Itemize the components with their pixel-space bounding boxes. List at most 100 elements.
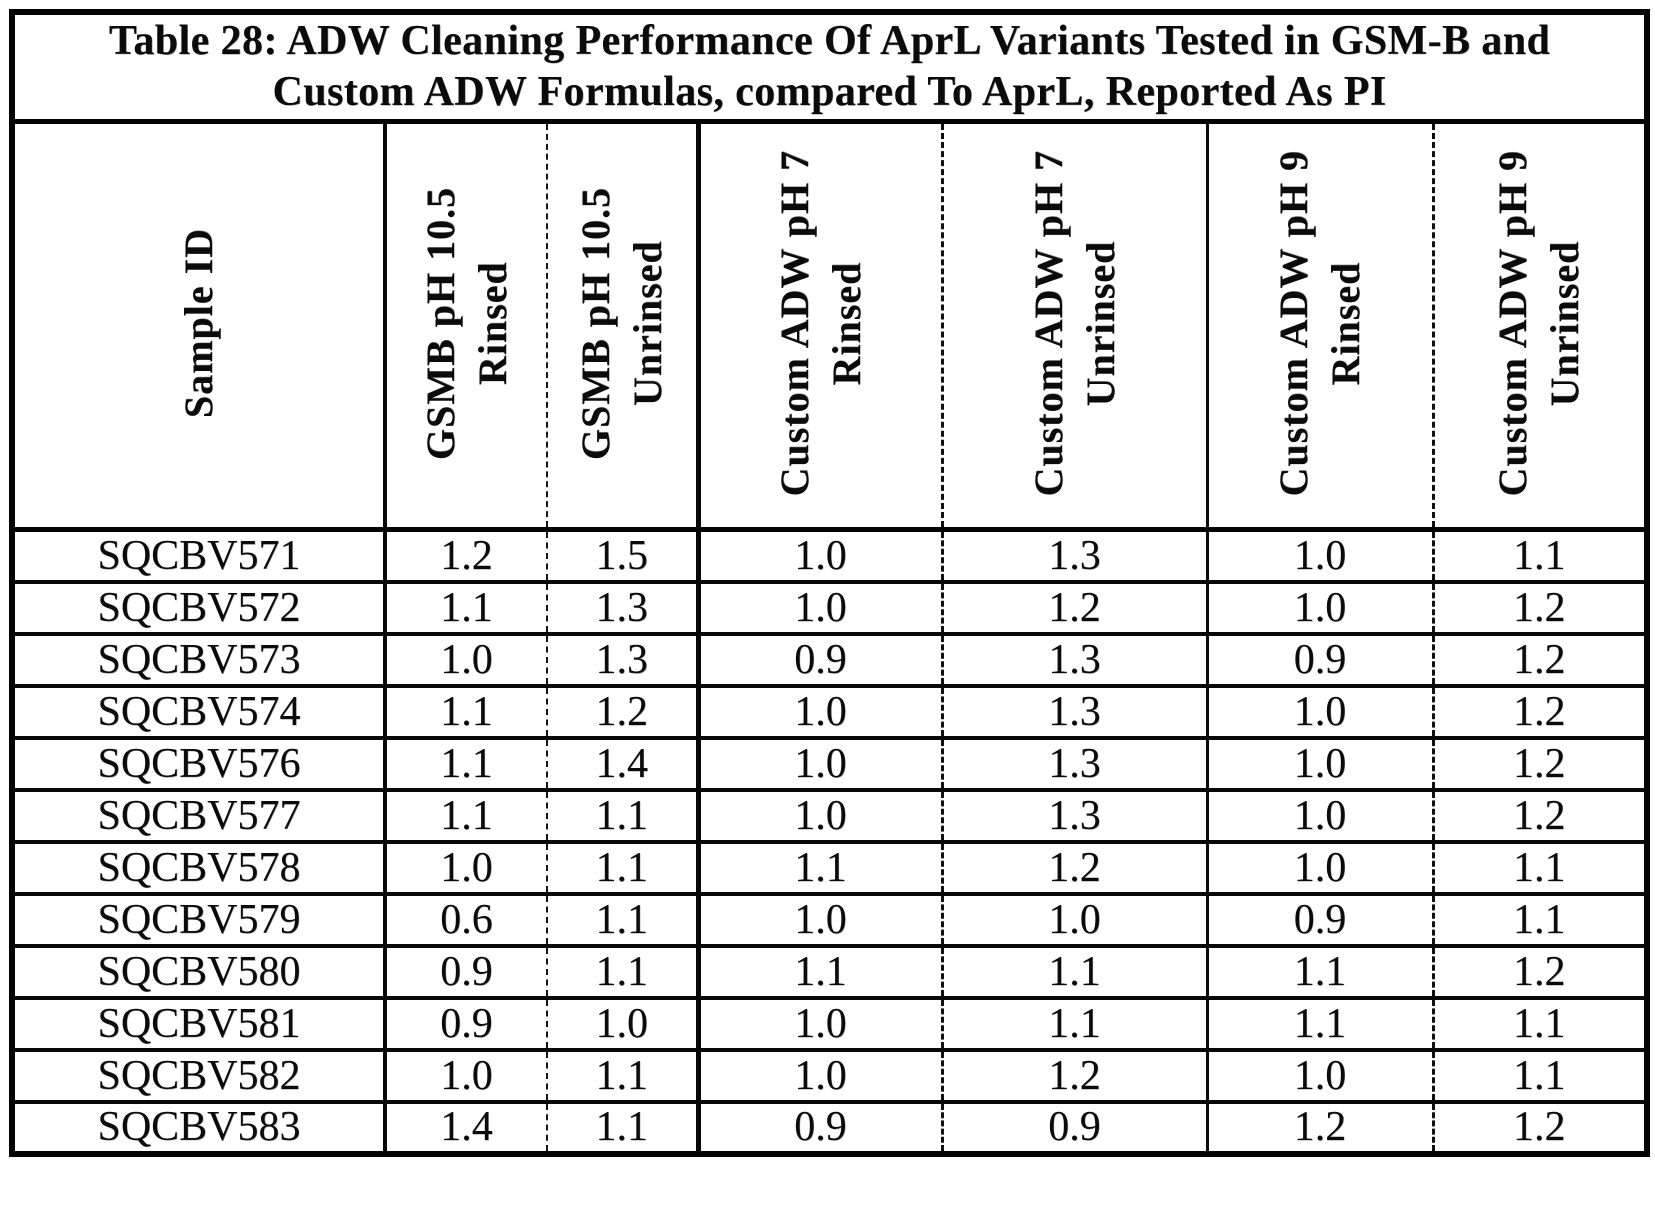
value-cell: 1.0 (698, 527, 944, 582)
value-cell: 0.9 (385, 943, 548, 998)
value-cell: 1.4 (547, 735, 701, 790)
value-cell: 0.9 (698, 1099, 944, 1154)
sample-id-cell: SQCBV571 (12, 527, 387, 582)
col-header-gsmb-ph105-rinsed-label: GSMB pH 10.5 Rinsed (417, 186, 515, 461)
table-row: SQCBV576 1.1 1.4 1.0 1.3 1.0 1.2 (12, 735, 1648, 790)
value-cell: 1.2 (1433, 943, 1648, 998)
table-row: SQCBV579 0.6 1.1 1.0 1.0 0.9 1.1 (12, 891, 1648, 946)
col-header-custom-adw-ph9-unrinsed: Custom ADW pH 9 Unrinsed (1433, 121, 1648, 533)
table-row: SQCBV578 1.0 1.1 1.1 1.2 1.0 1.1 (12, 839, 1648, 894)
value-cell: 1.1 (547, 943, 701, 998)
value-cell: 1.1 (385, 787, 548, 842)
value-cell: 1.0 (698, 579, 944, 634)
table-row: SQCBV571 1.2 1.5 1.0 1.3 1.0 1.1 (12, 527, 1648, 582)
table-title: Table 28: ADW Cleaning Performance Of Ap… (12, 12, 1648, 125)
value-cell: 1.2 (942, 839, 1209, 894)
sample-id-cell: SQCBV583 (12, 1099, 387, 1154)
col-header-sample-id-label: Sample ID (176, 228, 221, 419)
value-cell: 1.2 (547, 683, 701, 738)
value-cell: 1.0 (547, 995, 701, 1050)
value-cell: 1.0 (942, 891, 1209, 946)
value-cell: 1.0 (1207, 579, 1435, 634)
value-cell: 1.2 (1433, 735, 1648, 790)
col-header-sample-id: Sample ID (12, 121, 387, 533)
value-cell: 1.1 (1433, 891, 1648, 946)
value-cell: 1.1 (547, 1047, 701, 1102)
value-cell: 1.2 (1433, 1099, 1648, 1154)
value-cell: 1.5 (547, 527, 701, 582)
value-cell: 1.2 (942, 1047, 1209, 1102)
sample-id-cell: SQCBV577 (12, 787, 387, 842)
value-cell: 1.0 (1207, 735, 1435, 790)
col-header-gsmb-ph105-unrinsed-label: GSMB pH 10.5 Unrinsed (572, 186, 670, 461)
table-row: SQCBV577 1.1 1.1 1.0 1.3 1.0 1.2 (12, 787, 1648, 842)
table-body: SQCBV571 1.2 1.5 1.0 1.3 1.0 1.1 SQCBV57… (12, 527, 1648, 1154)
col-header-custom-adw-ph7-unrinsed-label: Custom ADW pH 7 Unrinsed (1025, 150, 1123, 497)
col-header-custom-adw-ph7-rinsed-label: Custom ADW pH 7 Rinsed (771, 150, 869, 497)
value-cell: 1.2 (942, 579, 1209, 634)
value-cell: 1.0 (698, 683, 944, 738)
value-cell: 1.1 (547, 787, 701, 842)
value-cell: 1.2 (1207, 1099, 1435, 1154)
value-cell: 1.4 (385, 1099, 548, 1154)
value-cell: 1.1 (1207, 943, 1435, 998)
value-cell: 1.1 (547, 891, 701, 946)
value-cell: 1.2 (1433, 683, 1648, 738)
value-cell: 0.9 (385, 995, 548, 1050)
sample-id-cell: SQCBV572 (12, 579, 387, 634)
sample-id-cell: SQCBV576 (12, 735, 387, 790)
value-cell: 1.1 (942, 943, 1209, 998)
table-row: SQCBV573 1.0 1.3 0.9 1.3 0.9 1.2 (12, 631, 1648, 686)
table-row: SQCBV583 1.4 1.1 0.9 0.9 1.2 1.2 (12, 1099, 1648, 1154)
value-cell: 1.0 (1207, 1047, 1435, 1102)
value-cell: 0.9 (1207, 891, 1435, 946)
value-cell: 0.9 (1207, 631, 1435, 686)
value-cell: 1.0 (1207, 839, 1435, 894)
value-cell: 1.1 (385, 579, 548, 634)
table-row: SQCBV581 0.9 1.0 1.0 1.1 1.1 1.1 (12, 995, 1648, 1050)
value-cell: 1.0 (698, 735, 944, 790)
value-cell: 1.0 (1207, 527, 1435, 582)
value-cell: 0.9 (698, 631, 944, 686)
table-row: SQCBV580 0.9 1.1 1.1 1.1 1.1 1.2 (12, 943, 1648, 998)
sample-id-cell: SQCBV573 (12, 631, 387, 686)
value-cell: 1.1 (1433, 839, 1648, 894)
sample-id-cell: SQCBV574 (12, 683, 387, 738)
results-table: Table 28: ADW Cleaning Performance Of Ap… (9, 9, 1651, 1157)
table-header-row: Sample ID GSMB pH 10.5 Rinsed GSMB pH 10… (12, 121, 1648, 533)
value-cell: 1.0 (1207, 683, 1435, 738)
value-cell: 1.2 (385, 527, 548, 582)
value-cell: 1.1 (1433, 995, 1648, 1050)
value-cell: 1.1 (385, 683, 548, 738)
value-cell: 1.1 (1207, 995, 1435, 1050)
sample-id-cell: SQCBV581 (12, 995, 387, 1050)
value-cell: 1.1 (942, 995, 1209, 1050)
value-cell: 1.2 (1433, 787, 1648, 842)
value-cell: 1.3 (942, 787, 1209, 842)
col-header-custom-adw-ph7-unrinsed: Custom ADW pH 7 Unrinsed (942, 121, 1209, 533)
value-cell: 0.9 (942, 1099, 1209, 1154)
value-cell: 1.0 (385, 839, 548, 894)
value-cell: 1.1 (547, 1099, 701, 1154)
sample-id-cell: SQCBV579 (12, 891, 387, 946)
table-row: SQCBV572 1.1 1.3 1.0 1.2 1.0 1.2 (12, 579, 1648, 634)
col-header-gsmb-ph105-unrinsed: GSMB pH 10.5 Unrinsed (547, 121, 701, 533)
value-cell: 1.1 (698, 943, 944, 998)
sample-id-cell: SQCBV578 (12, 839, 387, 894)
value-cell: 1.0 (698, 1047, 944, 1102)
value-cell: 1.0 (385, 631, 548, 686)
col-header-custom-adw-ph9-unrinsed-label: Custom ADW pH 9 Unrinsed (1490, 150, 1588, 497)
value-cell: 1.2 (1433, 579, 1648, 634)
value-cell: 1.3 (547, 631, 701, 686)
table-title-row: Table 28: ADW Cleaning Performance Of Ap… (12, 12, 1648, 125)
value-cell: 1.3 (942, 527, 1209, 582)
value-cell: 1.0 (698, 787, 944, 842)
value-cell: 1.1 (547, 839, 701, 894)
col-header-gsmb-ph105-rinsed: GSMB pH 10.5 Rinsed (385, 121, 548, 533)
value-cell: 1.2 (1433, 631, 1648, 686)
table-row: SQCBV582 1.0 1.1 1.0 1.2 1.0 1.1 (12, 1047, 1648, 1102)
value-cell: 1.1 (1433, 1047, 1648, 1102)
value-cell: 1.1 (385, 735, 548, 790)
col-header-custom-adw-ph9-rinsed: Custom ADW pH 9 Rinsed (1207, 121, 1435, 533)
sample-id-cell: SQCBV582 (12, 1047, 387, 1102)
